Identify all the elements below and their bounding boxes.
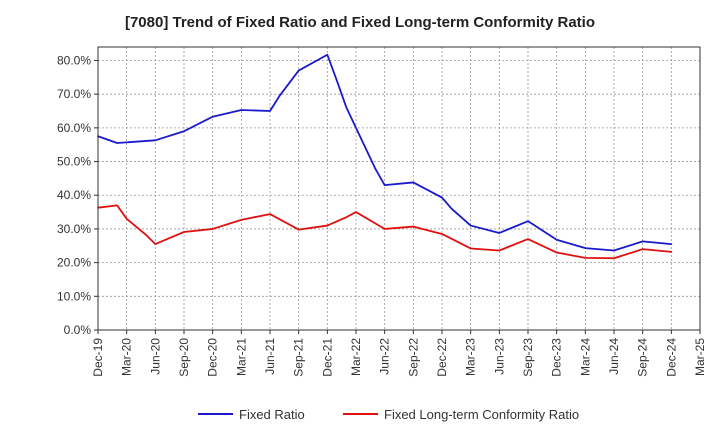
x-tick-label: Sep-23 [521, 338, 535, 377]
x-axis-ticks: Dec-19 Mar-20 Jun-20 Sep-20 Dec-20 Mar-21 Jun-… [91, 330, 707, 377]
x-tick-label: Sep-21 [292, 338, 306, 377]
y-tick-label: 60.0% [57, 121, 91, 135]
x-tick-label: Mar-23 [464, 338, 478, 376]
x-tick-label: Jun-23 [492, 338, 506, 375]
x-tick-label: Jun-21 [263, 338, 277, 375]
x-tick-label: Dec-22 [435, 338, 449, 377]
x-tick-label: Sep-24 [636, 338, 650, 377]
y-tick-label: 0.0% [64, 323, 92, 337]
y-tick-label: 20.0% [57, 256, 91, 270]
x-tick-label: Sep-22 [406, 338, 420, 377]
x-tick-label: Mar-20 [120, 338, 134, 376]
y-tick-label: 10.0% [57, 289, 91, 303]
x-tick-label: Mar-21 [234, 338, 248, 376]
y-tick-label: 40.0% [57, 188, 91, 202]
plot-border [97, 46, 701, 331]
chart-title: [7080] Trend of Fixed Ratio and Fixed Lo… [124, 14, 596, 31]
x-tick-label: Jun-20 [148, 338, 162, 375]
x-tick-label: Dec-23 [550, 338, 564, 377]
x-tick-label: Dec-24 [664, 338, 678, 377]
x-tick-label: Dec-21 [320, 338, 334, 377]
x-tick-label: Mar-24 [578, 338, 592, 376]
y-tick-label: 50.0% [57, 155, 91, 169]
y-axis-ticks: 0.0% 10.0% 20.0% 30.0% 40.0% 50.0% 60.0% 70.0% 8… [57, 53, 98, 337]
x-tick-label: Jun-22 [378, 338, 392, 375]
x-tick-label: Dec-20 [206, 338, 220, 377]
series-line-fixed-ratio [97, 53, 673, 252]
legend-label-fixed-ratio: Fixed Ratio [239, 407, 305, 422]
y-tick-label: 80.0% [57, 53, 91, 67]
x-tick-label: Jun-24 [607, 338, 621, 375]
x-tick-label: Dec-19 [91, 338, 105, 377]
y-tick-label: 70.0% [57, 87, 91, 101]
x-tick-label: Sep-20 [177, 338, 191, 377]
x-tick-label: Mar-22 [349, 338, 363, 376]
x-tick-label: Mar-25 [693, 338, 707, 376]
y-tick-label: 30.0% [57, 222, 91, 236]
legend: Fixed Ratio Fixed Long-term Conformity Ra… [198, 407, 579, 422]
series-lines [97, 53, 673, 260]
grid [97, 47, 701, 331]
legend-label-fixed-long-term-conformity-ratio: Fixed Long-term Conformity Ratio [384, 407, 579, 422]
series-line-fixed-long-term-conformity-ratio [97, 204, 673, 260]
